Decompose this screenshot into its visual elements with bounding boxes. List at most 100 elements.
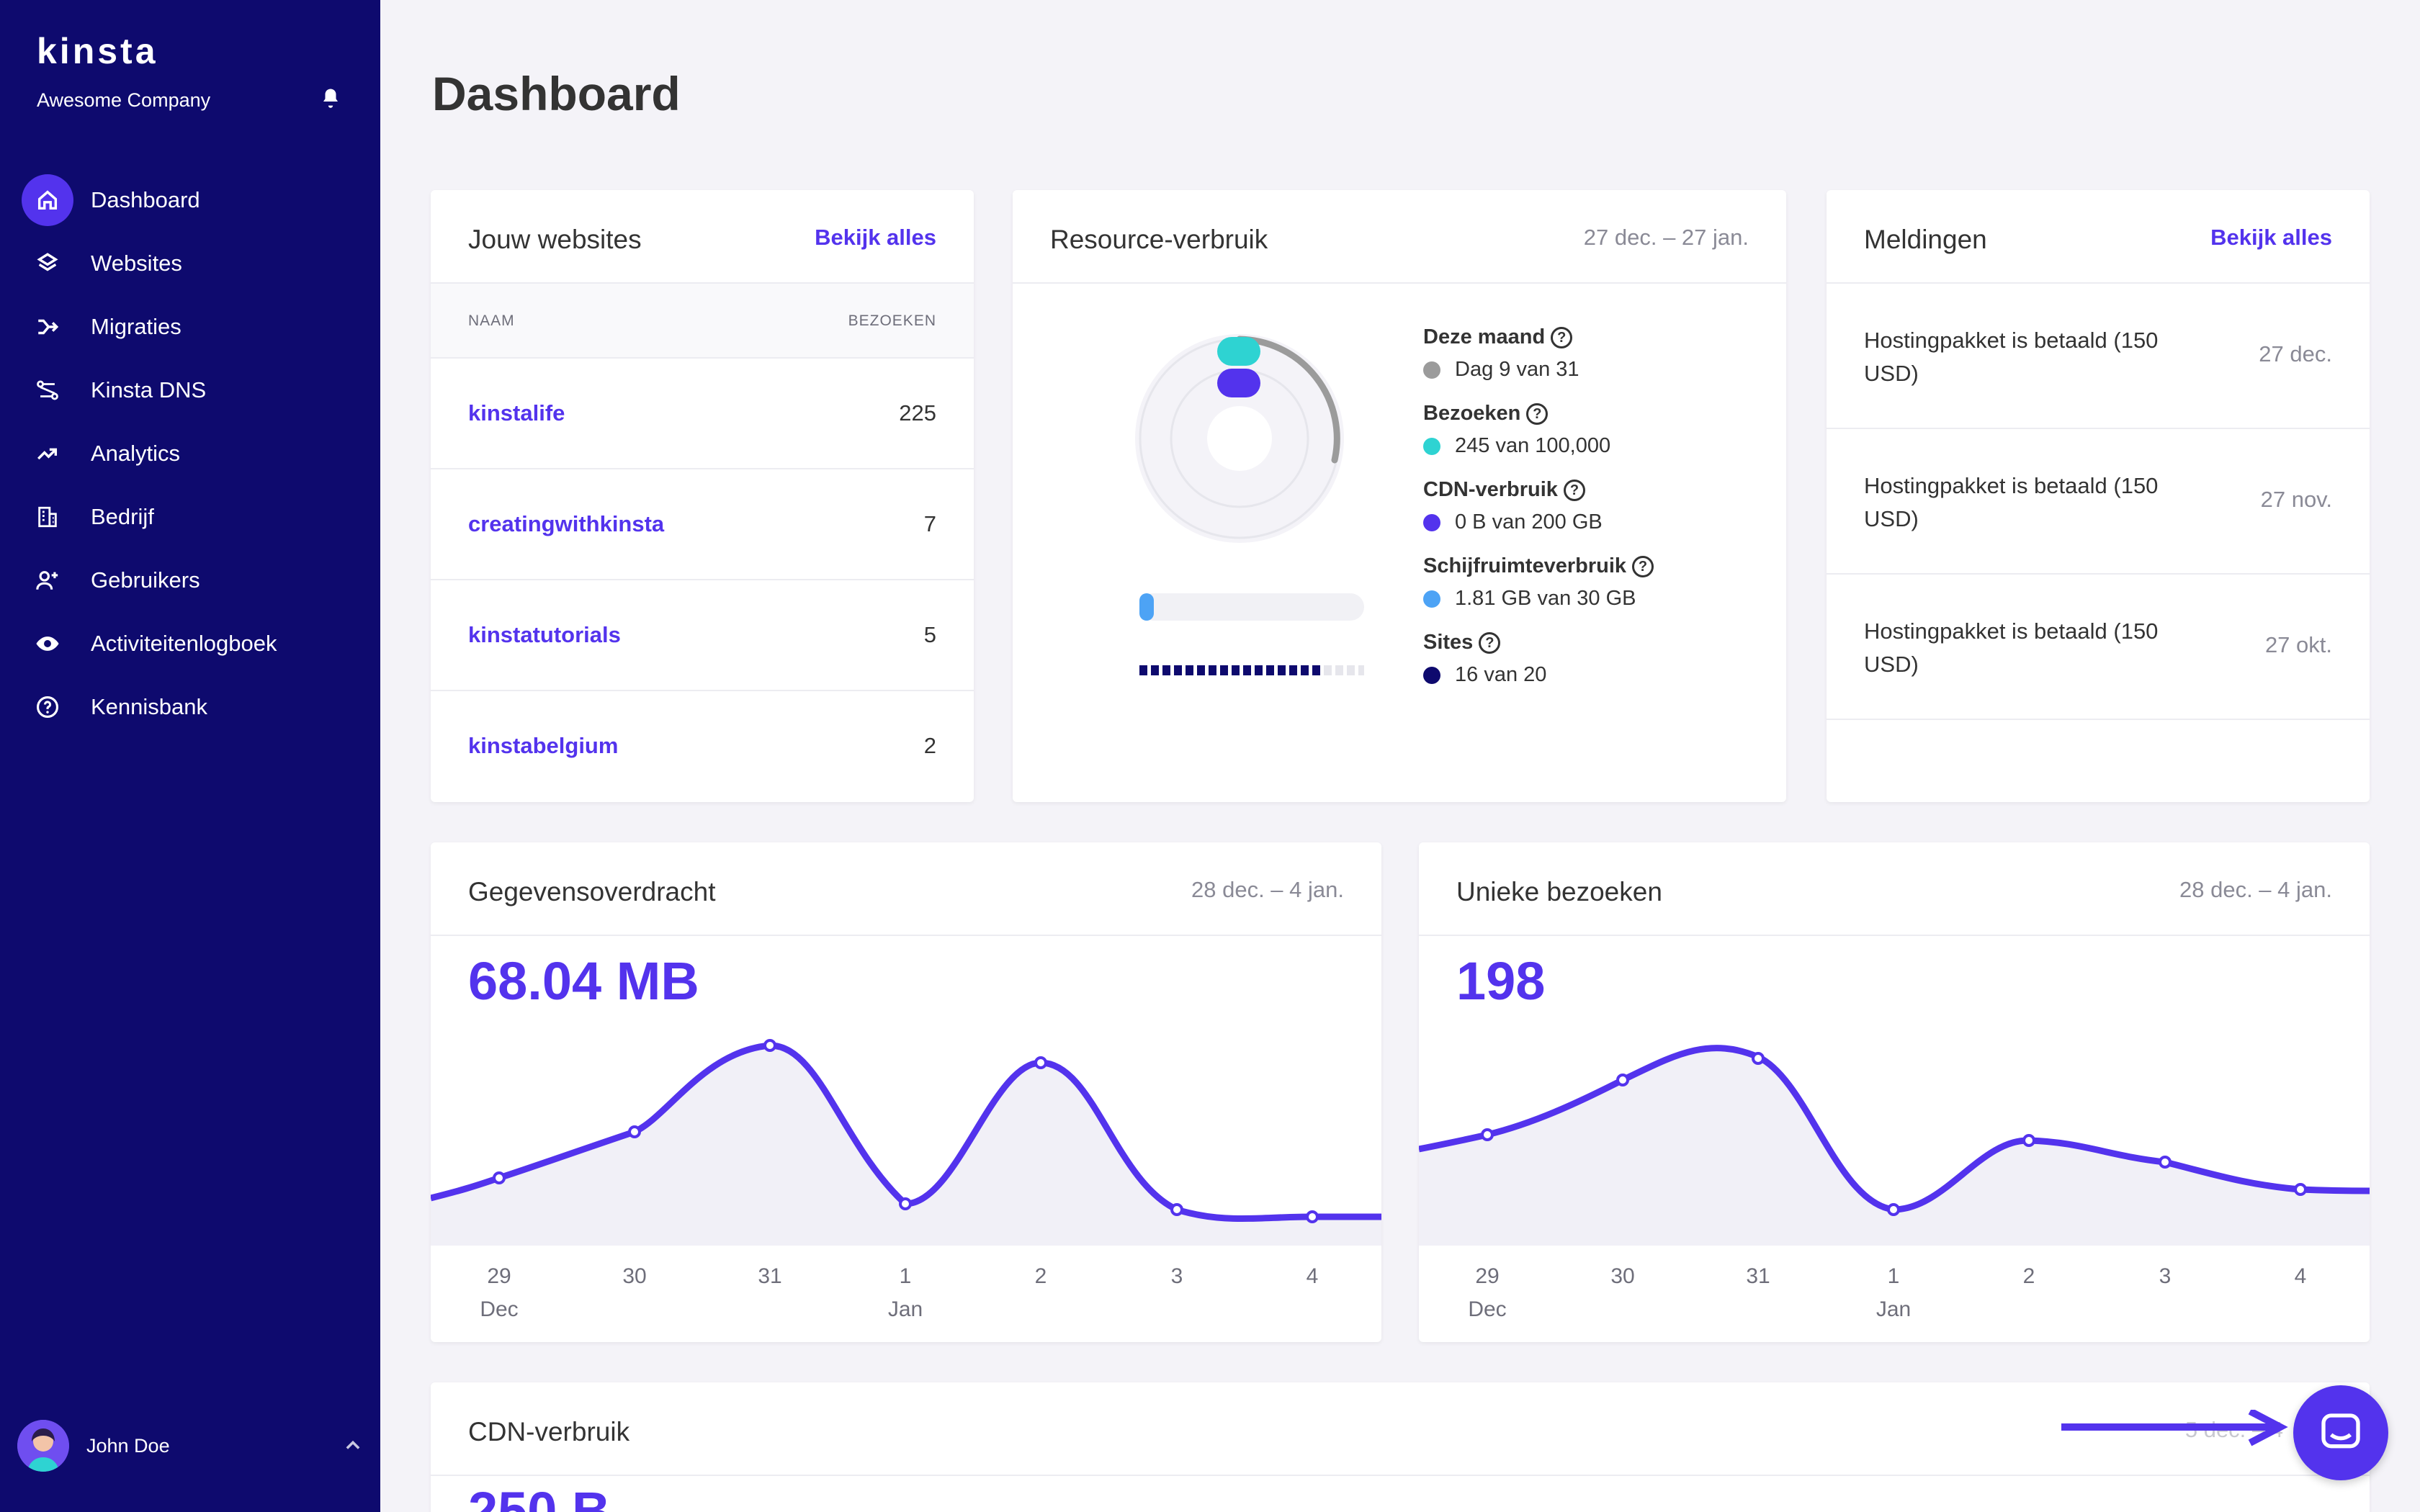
help-icon[interactable]: ? xyxy=(1551,326,1573,348)
card-title: Jouw websites xyxy=(468,225,642,254)
bell-icon[interactable] xyxy=(320,86,341,109)
notification-item[interactable]: Hostingpakket is betaald (150 USD) 27 no… xyxy=(1827,429,2370,575)
page-title: Dashboard xyxy=(432,67,681,120)
user-menu[interactable]: John Doe xyxy=(17,1420,363,1472)
visits-chart[interactable]: 29 Dec 30 31 1 Jan 2 3 4 xyxy=(1419,842,2370,1342)
card-header: Unieke bezoeken 28 dec. – 4 jan. xyxy=(1419,842,2370,936)
data-point[interactable] xyxy=(1034,1056,1047,1069)
add-user-icon xyxy=(22,554,73,606)
site-slot xyxy=(1358,665,1364,675)
sidebar-nav: Dashboard Websites Migraties Kinsta DNS … xyxy=(22,174,360,744)
notification-text: Hostingpakket is betaald (150 USD) xyxy=(1864,328,2159,386)
data-point[interactable] xyxy=(2294,1183,2307,1196)
cdn-ring-segment xyxy=(1217,369,1260,397)
data-point[interactable] xyxy=(899,1197,912,1210)
site-link[interactable]: kinstabelgium xyxy=(468,733,619,758)
help-icon[interactable]: ? xyxy=(1479,631,1501,654)
x-tick-label: 31 xyxy=(1746,1264,1770,1288)
column-header-name[interactable]: NAAM xyxy=(468,312,515,329)
date-range: 28 dec. – 4 jan. xyxy=(2179,877,2332,902)
area-fill xyxy=(1419,1048,2370,1246)
column-header-visits[interactable]: BEZOEKEN xyxy=(848,312,936,329)
site-link[interactable]: creatingwithkinsta xyxy=(468,511,665,536)
sidebar-item-kinsta-dns[interactable]: Kinsta DNS xyxy=(22,364,360,416)
notification-text: Hostingpakket is betaald (150 USD) xyxy=(1864,618,2159,677)
legend-title: CDN-verbruik? xyxy=(1423,478,1654,502)
view-all-link[interactable]: Bekijk alles xyxy=(815,225,936,250)
sidebar-item-label: Activiteitenlogboek xyxy=(91,631,277,656)
x-tick-label: 30 xyxy=(622,1264,646,1288)
data-point[interactable] xyxy=(1481,1128,1494,1141)
data-point[interactable] xyxy=(628,1125,641,1138)
card-header: Meldingen Bekijk alles xyxy=(1827,190,2370,284)
x-tick-label: 2 xyxy=(2023,1264,2035,1288)
site-slot xyxy=(1243,665,1251,675)
notifications-card: Meldingen Bekijk alles Hostingpakket is … xyxy=(1827,190,2370,802)
company-name[interactable]: Awesome Company xyxy=(37,89,211,111)
x-tick-label: 31 xyxy=(758,1264,781,1288)
help-icon[interactable]: ? xyxy=(1526,402,1549,425)
help-icon[interactable]: ? xyxy=(1563,479,1585,501)
sidebar: kinsta Awesome Company Dashboard Website… xyxy=(0,0,380,1512)
migrate-icon xyxy=(22,301,73,353)
sidebar-item-analytics[interactable]: Analytics xyxy=(22,428,360,480)
x-tick-label: 29 xyxy=(1475,1264,1499,1288)
building-icon xyxy=(22,491,73,543)
x-tick-label: 1 xyxy=(900,1264,912,1288)
site-slot xyxy=(1335,665,1343,675)
view-all-link[interactable]: Bekijk alles xyxy=(2210,225,2332,250)
site-link[interactable]: kinstatutorials xyxy=(468,622,621,647)
sidebar-item-label: Bedrijf xyxy=(91,504,154,529)
legend-value: 16 van 20 xyxy=(1423,663,1654,687)
notification-item[interactable]: Hostingpakket is betaald (150 USD) 27 de… xyxy=(1827,284,2370,429)
data-point[interactable] xyxy=(1170,1203,1183,1216)
card-title: Resource-verbruik xyxy=(1050,225,1268,254)
sidebar-item-bedrijf[interactable]: Bedrijf xyxy=(22,491,360,543)
site-visits: 2 xyxy=(923,733,936,758)
chevron-up-icon[interactable] xyxy=(343,1436,363,1456)
card-title: Unieke bezoeken xyxy=(1456,877,1662,906)
data-point[interactable] xyxy=(2159,1156,2172,1169)
chat-button[interactable] xyxy=(2293,1385,2388,1480)
websites-card: Jouw websites Bekijk alles NAAM BEZOEKEN… xyxy=(431,190,974,802)
sidebar-item-label: Migraties xyxy=(91,314,182,339)
x-tick-label: 4 xyxy=(2295,1264,2307,1288)
x-tick-label: 30 xyxy=(1610,1264,1634,1288)
visits-total: 198 xyxy=(1456,951,1546,1011)
card-title: Meldingen xyxy=(1864,225,1987,254)
legend-value-text: 1.81 GB van 30 GB xyxy=(1455,587,1636,610)
sidebar-item-activiteitenlogboek[interactable]: Activiteitenlogboek xyxy=(22,618,360,670)
sidebar-item-migraties[interactable]: Migraties xyxy=(22,301,360,353)
card-header: Resource-verbruik 27 dec. – 27 jan. xyxy=(1013,190,1786,284)
data-point[interactable] xyxy=(1616,1074,1629,1086)
usage-rings xyxy=(1135,334,1344,543)
transfer-chart[interactable]: 29 Dec 30 31 1 Jan 2 3 4 xyxy=(431,842,1381,1342)
sidebar-item-dashboard[interactable]: Dashboard xyxy=(22,174,360,226)
legend-dot xyxy=(1423,590,1440,608)
trend-icon xyxy=(22,428,73,480)
sidebar-item-kennisbank[interactable]: Kennisbank xyxy=(22,681,360,733)
cdn-total: 250 B xyxy=(468,1481,611,1512)
data-point[interactable] xyxy=(763,1039,776,1052)
kinsta-logo[interactable]: kinsta xyxy=(37,31,158,71)
notification-date: 27 dec. xyxy=(2259,341,2332,366)
site-slot xyxy=(1209,665,1216,675)
card-header: Jouw websites Bekijk alles xyxy=(431,190,974,284)
sidebar-item-label: Gebruikers xyxy=(91,567,200,593)
site-slot xyxy=(1324,665,1332,675)
resource-legend: Deze maand? Dag 9 van 31 Bezoeken? 245 v… xyxy=(1423,325,1654,707)
help-icon[interactable]: ? xyxy=(1632,555,1654,577)
x-tick-label: 2 xyxy=(1035,1264,1047,1288)
sidebar-item-websites[interactable]: Websites xyxy=(22,238,360,289)
notification-item[interactable]: Hostingpakket is betaald (150 USD) 27 ok… xyxy=(1827,575,2370,720)
site-link[interactable]: kinstalife xyxy=(468,400,565,426)
notification-date: 27 okt. xyxy=(2264,632,2332,657)
site-slot xyxy=(1312,665,1320,675)
data-point[interactable] xyxy=(1752,1052,1765,1065)
sidebar-item-gebruikers[interactable]: Gebruikers xyxy=(22,554,360,606)
sidebar-item-label: Kennisbank xyxy=(91,694,208,719)
data-point[interactable] xyxy=(1887,1203,1900,1216)
data-point[interactable] xyxy=(2022,1134,2035,1147)
data-point[interactable] xyxy=(1306,1210,1319,1223)
data-point[interactable] xyxy=(493,1171,506,1184)
